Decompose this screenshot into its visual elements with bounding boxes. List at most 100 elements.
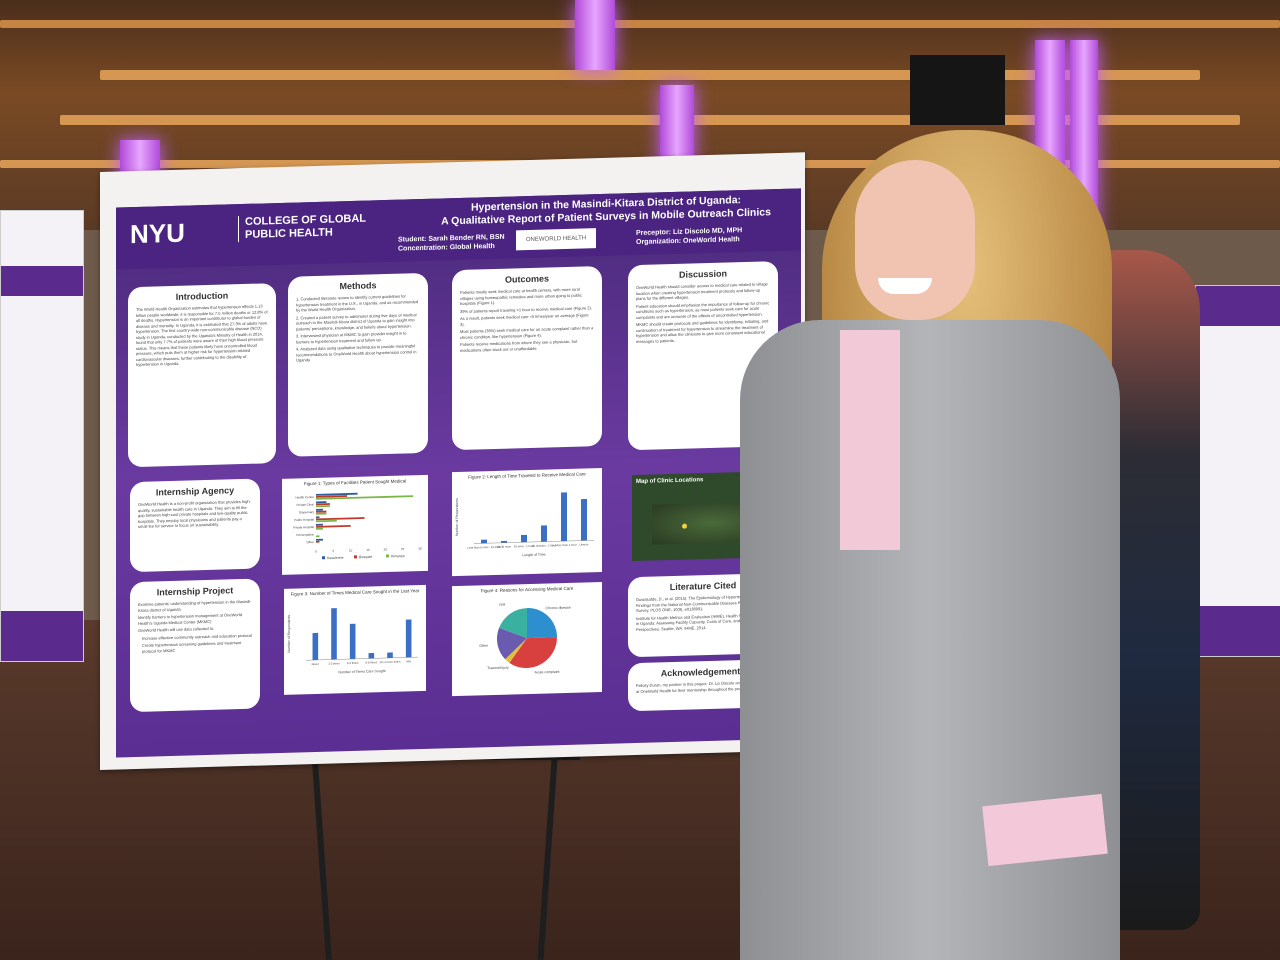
bar <box>501 540 507 543</box>
category-label: 1 - More than 1 hour <box>551 543 576 548</box>
bar <box>316 524 351 528</box>
internship-agency-section: Internship Agency OneWorld Health is a n… <box>130 478 260 573</box>
pie-slice <box>497 627 527 660</box>
bar <box>581 498 587 541</box>
bar <box>312 632 319 661</box>
legend-swatch <box>322 556 325 560</box>
category-label: 1-2 times <box>328 661 340 665</box>
x-axis-label: Length of Time <box>522 553 545 558</box>
tick-label: 20 <box>384 547 388 551</box>
preceptor-info: Preceptor: Liz Discolo MD, MPH Organizat… <box>636 226 742 247</box>
pie-slice <box>527 608 557 639</box>
oneworld-logo: ONEWORLD HEALTH <box>516 228 596 251</box>
presenter-smile <box>878 278 932 294</box>
category-label: Never <box>312 662 320 666</box>
project-item: Identify barriers to hypertension manage… <box>138 612 242 626</box>
category-label: Health Center <box>295 495 314 500</box>
figure-4-chart: Chronic disease Acute complaint Trauma/Inj… <box>479 603 570 675</box>
ceiling-light-strip <box>0 20 1280 28</box>
nyu-logo: NYU <box>130 217 185 250</box>
outcomes-item: As a result, patients seek medical care … <box>460 312 589 327</box>
category-label: Other <box>306 540 314 544</box>
bar <box>316 492 358 496</box>
pie-slice <box>499 608 527 639</box>
bar <box>316 503 330 506</box>
presenter-shirt-cuff <box>982 793 1108 867</box>
category-label: Private Clinic <box>296 503 314 508</box>
bar <box>368 652 375 659</box>
bar <box>481 539 487 544</box>
outcomes-list: Patients mostly seek medical care at hea… <box>452 286 602 353</box>
bar <box>387 652 393 658</box>
background-poster-left <box>0 210 84 662</box>
bar <box>405 619 412 658</box>
projector <box>910 55 1005 125</box>
tick-label: 0 <box>315 549 317 553</box>
slice-label: Other <box>479 644 489 648</box>
legend-label: Kasalenne <box>327 556 344 560</box>
x-axis <box>474 539 594 544</box>
concentration: Concentration: Global Health <box>398 242 495 253</box>
organization: Organization: OneWorld Health <box>636 236 740 247</box>
bar <box>521 534 527 543</box>
bar <box>316 540 320 543</box>
outcomes-item: Most patients (35%) seek medical care fo… <box>460 325 594 340</box>
pie-slice <box>509 637 557 669</box>
bar <box>316 508 323 511</box>
purple-light-column <box>575 0 615 70</box>
category-label: Homeopathic <box>296 533 314 538</box>
project-item: Examine patients' understanding of hyper… <box>138 598 252 613</box>
presenter-jacket <box>740 320 1120 960</box>
tick-label: 5 <box>332 549 334 553</box>
student-info: Student: Sarah Bender RN, BSN Concentrat… <box>398 233 505 254</box>
methods-section: Methods 1. Conducted literature review t… <box>288 272 428 457</box>
project-item: Create hypertension screening guidelines… <box>142 640 242 654</box>
category-label: Unsure <box>579 542 588 546</box>
outcomes-item: Patients receive medications from where … <box>460 338 578 353</box>
bar <box>316 495 348 498</box>
category-label: Private Hospital <box>293 525 314 530</box>
internship-project-heading: Internship Project <box>156 585 234 598</box>
y-axis-label: Number of Respondents <box>455 498 459 536</box>
bar <box>316 505 330 508</box>
college-name-line2: PUBLIC HEALTH <box>245 226 333 241</box>
bar <box>316 535 320 538</box>
methods-item: 2. Created a patient survey to administe… <box>296 311 417 332</box>
methods-list: 1. Conducted literature review to identi… <box>288 293 428 363</box>
introduction-section: Introduction The World Health Organizati… <box>128 283 276 468</box>
tick-label: 25 <box>401 547 405 551</box>
slice-label: Acute complaint <box>535 670 560 675</box>
bar <box>316 527 323 530</box>
presenter-shirt <box>840 330 900 550</box>
methods-item: 3. Interviewed physician at MKMC to gain… <box>296 330 407 345</box>
category-label: Less than 5 mins - 15 mins <box>467 545 501 550</box>
legend-swatch <box>386 554 389 558</box>
background-poster-right <box>1195 285 1280 657</box>
poster-header: NYU COLLEGE OF GLOBAL PUBLIC HEALTH Hype… <box>116 188 801 270</box>
figure-3-chart: Never 1-2 times 3-4 times 5-6 times 10 or mo… <box>287 608 418 674</box>
y-axis-label: Number of Respondents <box>287 614 291 652</box>
figure-2: Figure 2: Length of Time Traveled to Rec… <box>452 467 602 577</box>
internship-agency-text: OneWorld Health is a non-profit organiza… <box>138 498 251 529</box>
tick-label: 15 <box>366 548 370 552</box>
presenter-face <box>855 160 975 320</box>
outcomes-section: Outcomes Patients mostly seek medical ca… <box>452 265 602 451</box>
bar <box>561 492 567 542</box>
figure-3: Figure 3: Number of Times Medical Care S… <box>284 584 426 695</box>
legend-swatch <box>354 555 357 559</box>
bar <box>316 538 323 541</box>
bar <box>316 501 327 504</box>
ceiling-light-strip <box>60 115 1240 125</box>
tick-label: 30 <box>418 547 422 551</box>
bar <box>316 516 320 519</box>
slice-label: Trauma/Injury <box>487 666 509 671</box>
category-label: 10 or more times <box>380 660 402 665</box>
slice-label: N/A <box>499 603 505 607</box>
bar <box>316 495 414 500</box>
category-label: Dispensary <box>299 510 315 514</box>
ceiling-light-strip <box>100 70 1200 80</box>
poster-title: Hypertension in the Masindi-Kitara Distr… <box>416 193 796 230</box>
category-label: Public Hospital <box>294 518 314 523</box>
internship-agency-heading: Internship Agency <box>155 485 235 498</box>
